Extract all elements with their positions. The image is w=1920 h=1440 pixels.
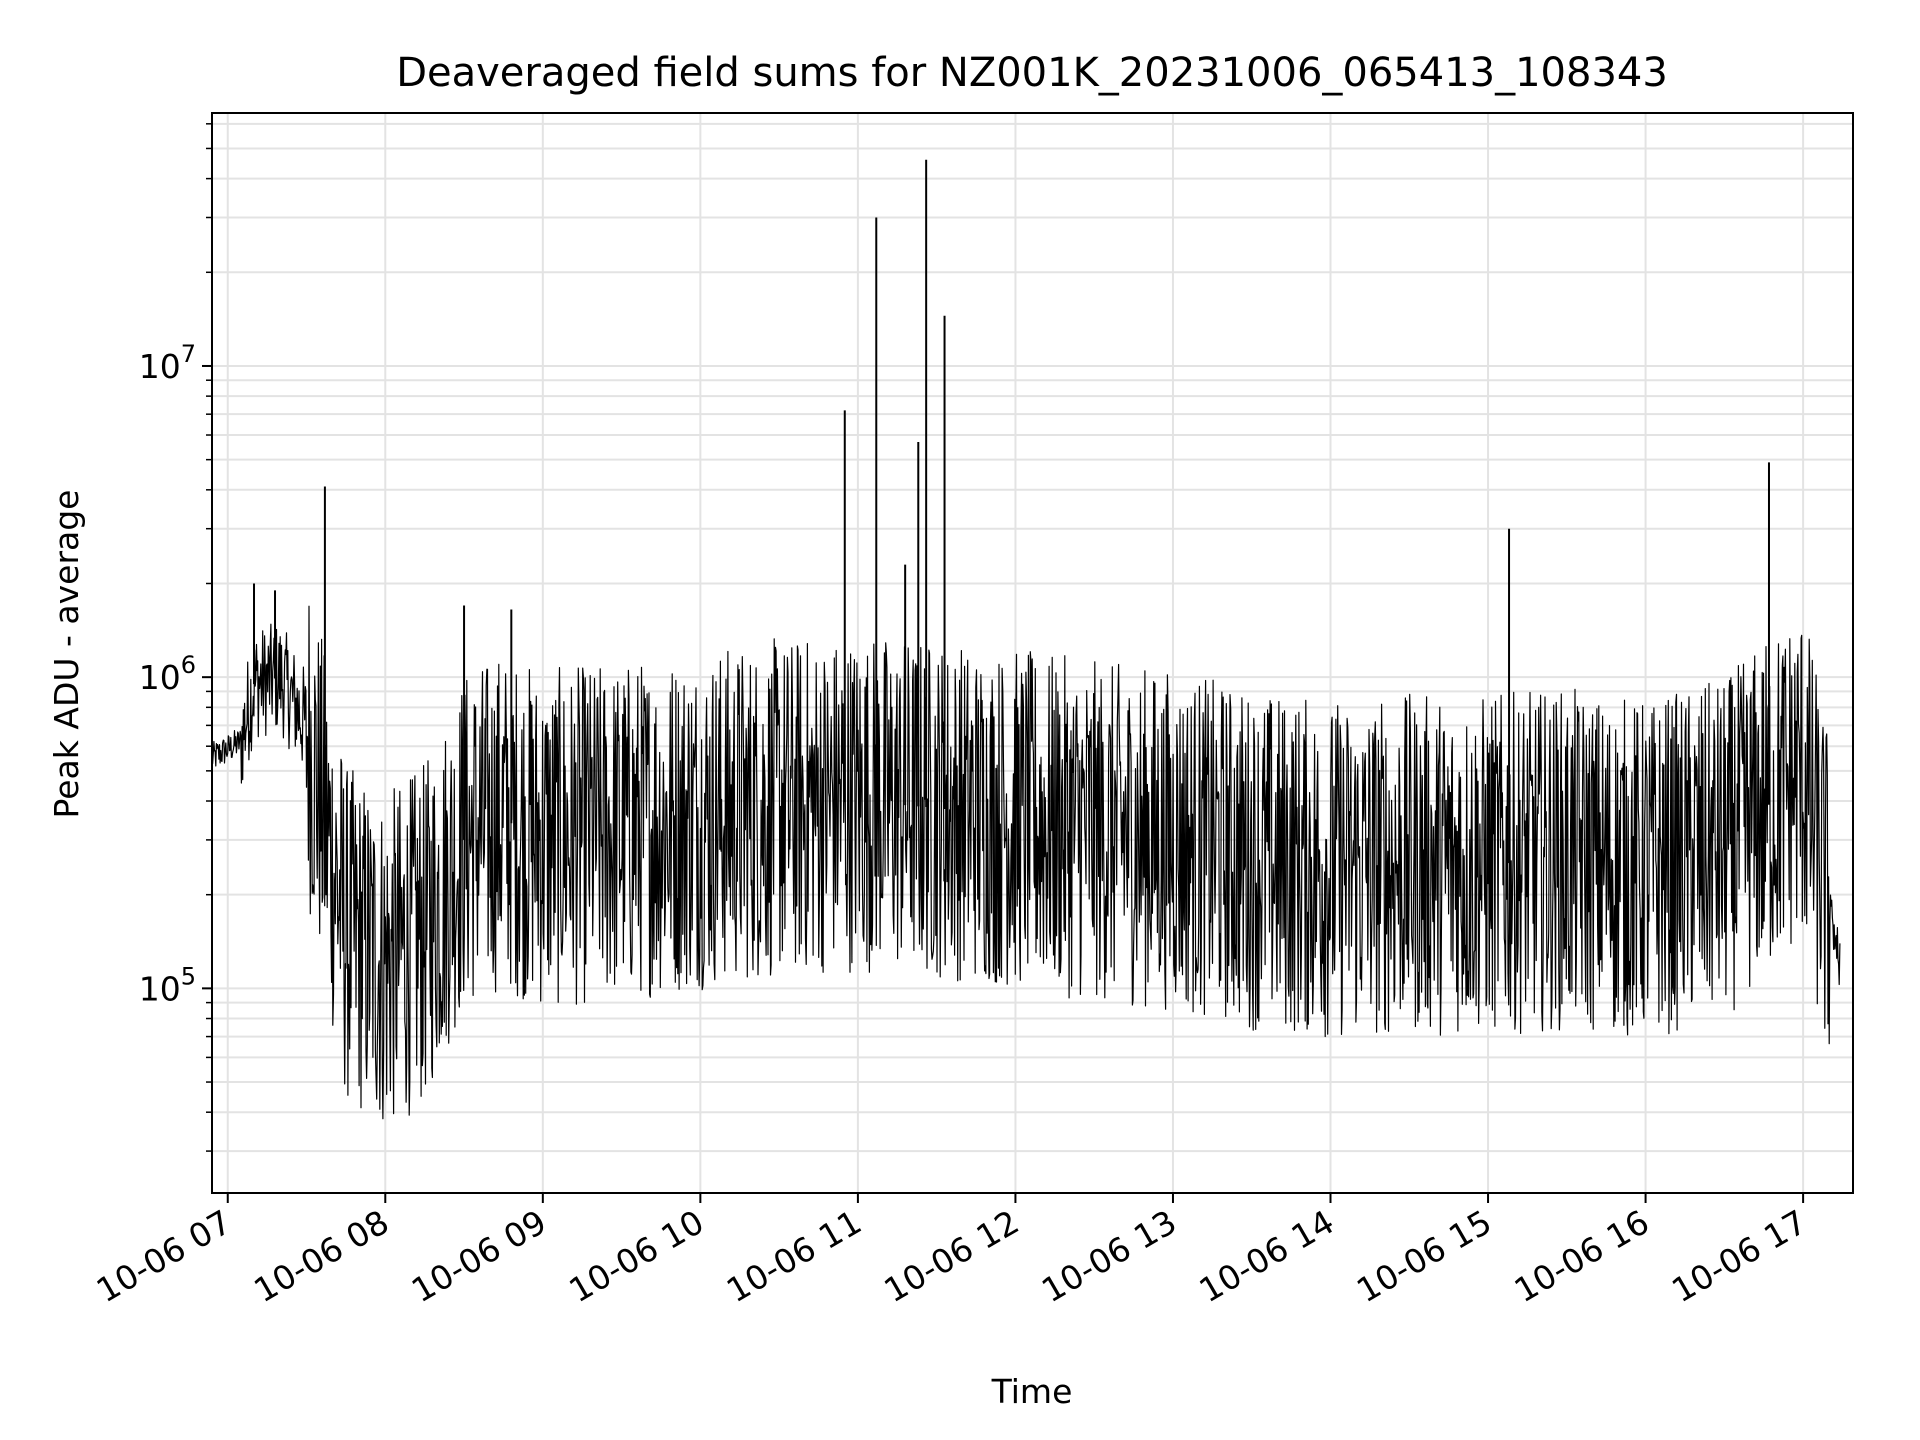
y-tick-label: 106 bbox=[139, 651, 196, 697]
x-axis-label: Time bbox=[991, 1372, 1073, 1411]
y-axis: 105 106 107 bbox=[139, 123, 212, 1152]
series-line bbox=[211, 605, 1841, 1120]
data-series bbox=[211, 159, 1841, 1120]
chart-title: Deaveraged field sums for NZ001K_2023100… bbox=[396, 50, 1668, 96]
y-tick-label: 105 bbox=[139, 962, 196, 1008]
plot-frame bbox=[211, 112, 1854, 1194]
y-axis-label: Peak ADU - average bbox=[47, 490, 86, 819]
y-tick-label: 107 bbox=[139, 340, 196, 386]
